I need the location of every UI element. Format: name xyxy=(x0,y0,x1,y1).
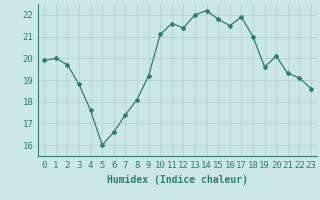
X-axis label: Humidex (Indice chaleur): Humidex (Indice chaleur) xyxy=(107,175,248,185)
